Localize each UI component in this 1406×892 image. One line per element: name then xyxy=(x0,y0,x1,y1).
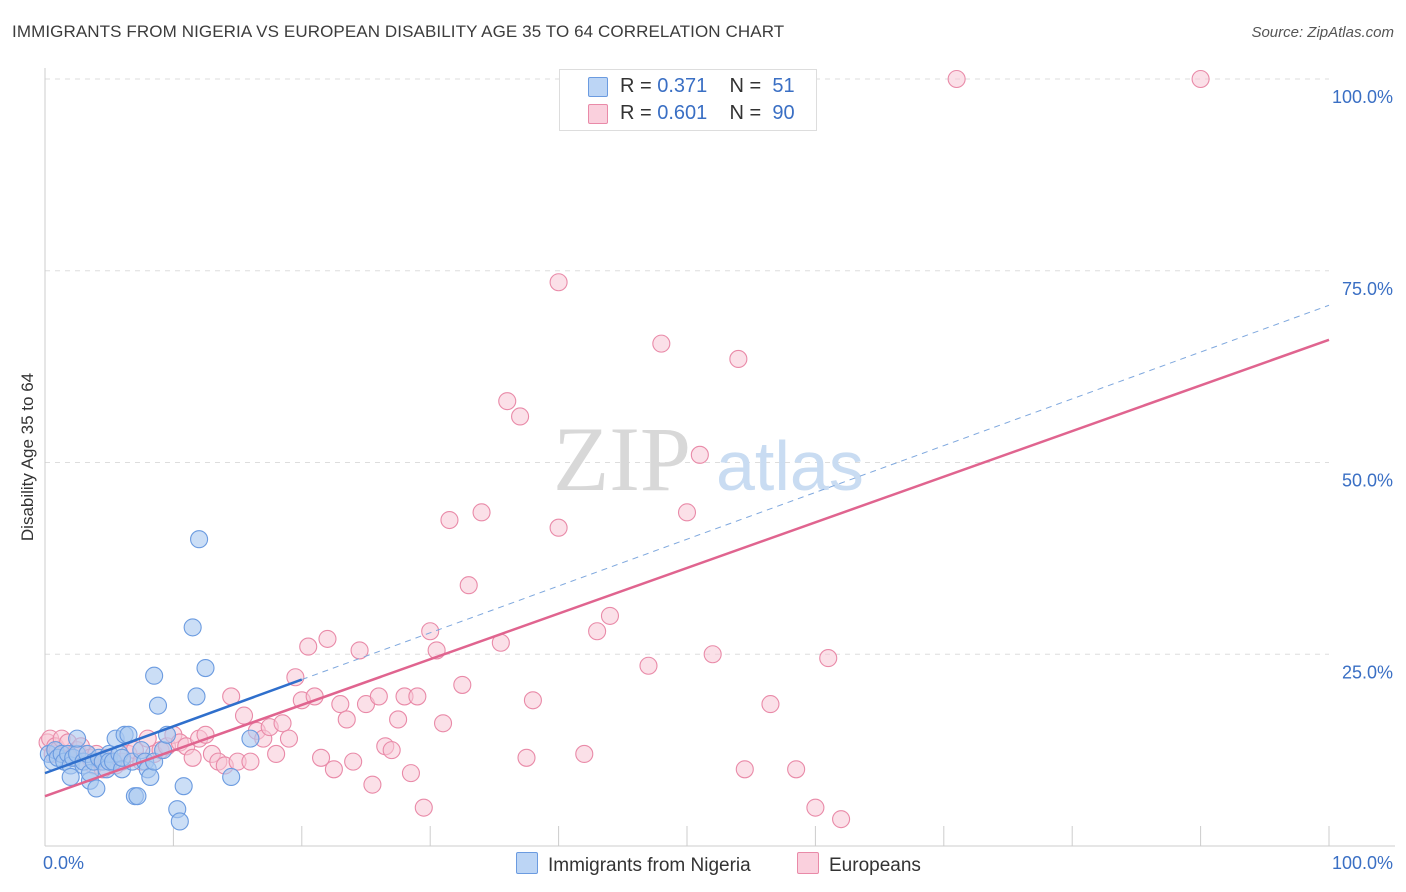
data-point-europeans xyxy=(408,687,427,706)
watermark-atlas: atlas xyxy=(716,427,864,505)
data-point-europeans xyxy=(600,606,620,625)
y-tick-label: 100.0% xyxy=(1332,87,1393,107)
data-point-europeans xyxy=(729,349,748,369)
data-point-europeans xyxy=(453,675,472,694)
data-point-europeans xyxy=(819,649,838,668)
legend-swatch-blue xyxy=(588,77,608,97)
data-point-europeans xyxy=(472,503,491,522)
correlation-legend: R = 0.371 N = 51 R = 0.601 N = 90 xyxy=(559,69,817,131)
data-point-europeans xyxy=(331,695,350,714)
data-point-nigeria xyxy=(145,666,164,685)
data-point-nigeria xyxy=(187,687,206,706)
series-nigeria xyxy=(39,530,260,831)
data-point-nigeria xyxy=(68,729,87,748)
data-point-nigeria xyxy=(148,696,168,715)
data-point-europeans xyxy=(575,744,594,764)
data-point-europeans xyxy=(806,798,825,817)
data-point-europeans xyxy=(690,445,709,464)
data-point-europeans xyxy=(279,729,299,748)
data-point-europeans xyxy=(459,576,478,595)
tick-labels: 25.0% 50.0% 75.0% 100.0% 0.0% 100.0% xyxy=(43,87,1393,873)
trend-lines xyxy=(44,304,1330,798)
data-point-europeans xyxy=(312,748,331,767)
data-point-europeans xyxy=(414,798,433,817)
data-point-nigeria xyxy=(183,618,202,637)
data-point-europeans xyxy=(517,748,536,767)
watermark-zip: ZIP xyxy=(553,408,691,510)
data-point-europeans xyxy=(832,810,851,829)
data-point-europeans xyxy=(324,760,343,779)
data-point-nigeria xyxy=(141,767,160,787)
data-point-europeans xyxy=(735,760,754,779)
data-point-europeans xyxy=(382,741,401,760)
legend-text: R = 0.371 N = 51 xyxy=(620,75,795,97)
bottom-legend-swatch-blue xyxy=(516,852,538,874)
axes xyxy=(44,68,1395,847)
data-point-europeans xyxy=(267,744,286,764)
data-point-europeans xyxy=(549,518,568,537)
x-tick-label: 100.0% xyxy=(1332,853,1393,873)
data-point-nigeria xyxy=(170,812,189,831)
watermark: ZIP atlas xyxy=(553,408,864,510)
y-axis-label: Disability Age 35 to 64 xyxy=(18,373,37,541)
data-point-europeans xyxy=(183,748,202,767)
source-label: Source: ZipAtlas.com xyxy=(1251,24,1394,41)
data-point-nigeria xyxy=(61,767,80,787)
data-point-europeans xyxy=(421,622,440,641)
data-point-nigeria xyxy=(174,777,193,796)
y-tick-label: 50.0% xyxy=(1342,471,1393,491)
trend-line-nigeria-extrapolated xyxy=(301,304,1330,681)
data-point-nigeria xyxy=(87,779,106,798)
bottom-legend-label: Immigrants from Nigeria xyxy=(548,855,751,876)
data-point-europeans xyxy=(350,641,369,660)
data-point-europeans xyxy=(703,645,722,664)
bottom-legend-swatch-pink xyxy=(797,852,819,874)
data-point-nigeria xyxy=(190,530,209,549)
data-point-europeans xyxy=(511,407,530,426)
x-tick-label: 0.0% xyxy=(43,853,84,873)
data-point-europeans xyxy=(498,392,517,411)
data-point-europeans xyxy=(787,760,806,779)
chart-title: IMMIGRANTS FROM NIGERIA VS EUROPEAN DISA… xyxy=(12,22,785,41)
y-tick-label: 75.0% xyxy=(1342,279,1393,299)
trend-line-nigeria xyxy=(44,678,303,775)
data-point-europeans xyxy=(652,334,671,353)
data-point-europeans xyxy=(523,691,542,710)
data-point-europeans xyxy=(947,69,966,89)
data-point-europeans xyxy=(369,687,388,706)
grid-lines xyxy=(45,78,1329,655)
data-point-europeans xyxy=(1191,69,1210,89)
data-point-europeans xyxy=(389,710,408,729)
data-point-europeans xyxy=(318,629,337,648)
data-point-europeans xyxy=(588,622,607,641)
legend-text: R = 0.601 N = 90 xyxy=(620,102,795,124)
bottom-legend-europeans: Europeans xyxy=(797,852,921,877)
data-point-europeans xyxy=(337,710,356,729)
data-point-europeans xyxy=(440,510,459,530)
data-point-europeans xyxy=(401,764,420,783)
data-point-nigeria xyxy=(222,767,241,787)
data-point-nigeria xyxy=(128,787,147,806)
y-tick-label: 25.0% xyxy=(1342,662,1393,682)
data-point-europeans xyxy=(273,714,292,733)
data-point-europeans xyxy=(363,775,382,794)
data-point-europeans xyxy=(433,714,453,733)
data-point-nigeria xyxy=(241,729,260,748)
bottom-legend-label: Europeans xyxy=(829,855,921,876)
bottom-legend-nigeria: Immigrants from Nigeria xyxy=(516,852,751,877)
data-point-europeans xyxy=(639,656,658,675)
data-point-europeans xyxy=(549,273,568,292)
trend-line-europeans xyxy=(44,338,1330,798)
data-point-europeans xyxy=(761,695,780,714)
data-point-europeans xyxy=(299,637,318,656)
data-point-europeans xyxy=(677,503,697,522)
data-point-nigeria xyxy=(196,659,215,678)
data-point-europeans xyxy=(241,752,260,771)
legend-swatch-pink xyxy=(588,104,608,124)
data-point-europeans xyxy=(344,752,363,771)
data-point-europeans xyxy=(234,706,254,725)
